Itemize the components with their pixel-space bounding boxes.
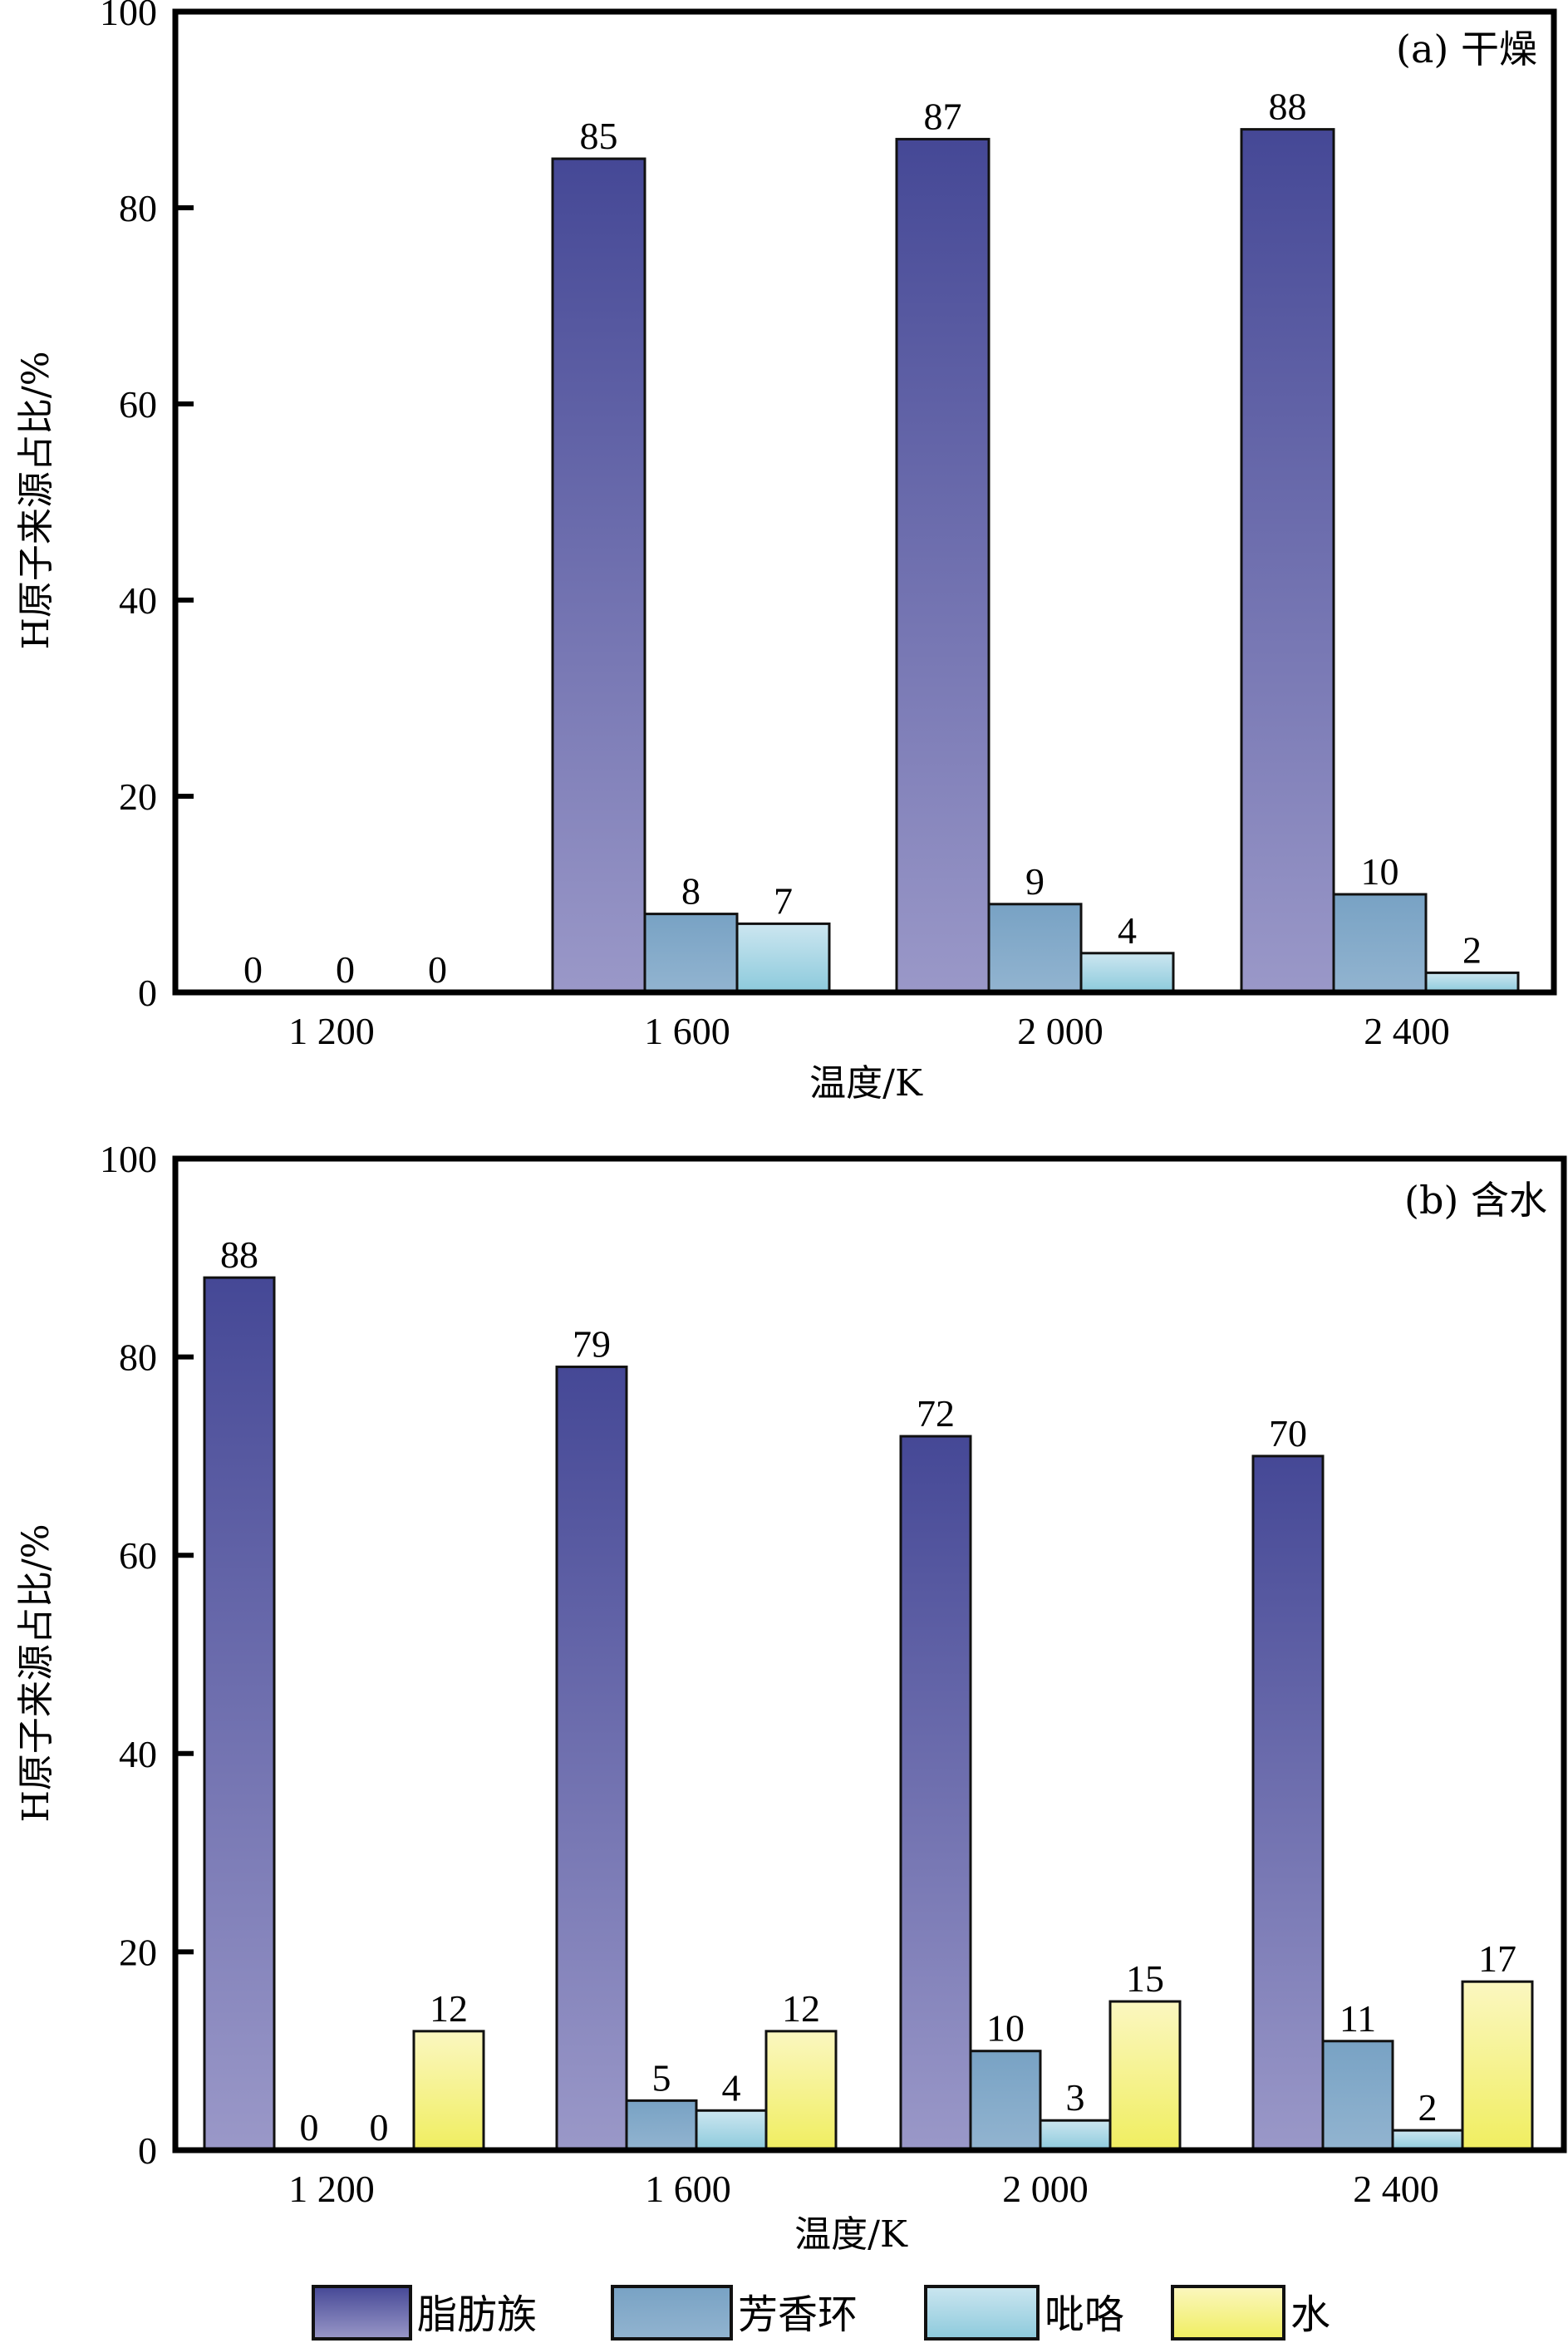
bar-b-series3-cat0 xyxy=(412,2030,485,2152)
data-label: 11 xyxy=(1339,1997,1376,2040)
legend-swatch xyxy=(1171,2285,1285,2341)
data-label: 17 xyxy=(1478,1937,1516,1980)
data-label: 2 xyxy=(1418,2086,1438,2129)
axes-frame xyxy=(172,8,1557,996)
data-label: 10 xyxy=(1361,850,1399,893)
data-label: 15 xyxy=(1126,1957,1164,2000)
y-axis-title: H原子来源占比/% xyxy=(15,1523,57,1822)
bar-a-series0-cat3 xyxy=(1240,128,1335,994)
x-tick-label: 1 200 xyxy=(288,1010,375,1052)
bar-b-series2-cat1 xyxy=(695,2109,768,2152)
bar-b-series2-cat3 xyxy=(1391,2129,1464,2152)
bar-a-series0-cat2 xyxy=(895,137,990,994)
data-label: 4 xyxy=(1118,909,1137,952)
x-tick-label: 2 000 xyxy=(1017,1010,1103,1052)
y-tick-label: 60 xyxy=(119,1534,157,1577)
bar-b-series2-cat2 xyxy=(1039,2119,1112,2152)
data-label: 0 xyxy=(336,948,355,991)
legend-swatch xyxy=(924,2285,1040,2341)
x-tick-label: 1 200 xyxy=(288,2168,375,2210)
bar-b-series3-cat2 xyxy=(1108,2000,1182,2152)
y-tick-label: 80 xyxy=(119,187,157,229)
x-axis-title: 温度/K xyxy=(809,1062,923,1105)
y-tick-label: 0 xyxy=(138,2129,157,2172)
y-tick-label: 20 xyxy=(119,1931,157,1973)
y-tick-label: 100 xyxy=(100,0,157,33)
data-label: 7 xyxy=(774,879,793,922)
data-label: 79 xyxy=(573,1323,611,1366)
x-tick-label: 2 400 xyxy=(1364,1010,1450,1052)
x-tick-label: 1 600 xyxy=(644,1010,730,1052)
bar-b-series0-cat3 xyxy=(1251,1455,1325,2152)
data-label: 8 xyxy=(681,870,700,913)
panel-b-water: 88 79 72 70 0 5 10 11 0 4 3 2 12 12 15 17 0 20 40 60 80 100 1 … xyxy=(15,1138,1567,2256)
legend-label: 吡咯 xyxy=(1045,2291,1124,2338)
y-tick-label: 40 xyxy=(119,1733,157,1775)
x-tick-label: 1 600 xyxy=(645,2168,731,2210)
bar-a-series2-cat1 xyxy=(735,922,831,994)
data-label: 70 xyxy=(1269,1412,1307,1455)
bar-a-series1-cat2 xyxy=(987,903,1083,994)
data-label: 12 xyxy=(782,1987,820,2030)
bar-a-series1-cat1 xyxy=(643,913,739,994)
bar-a-series2-cat3 xyxy=(1424,971,1520,994)
bar-b-series1-cat1 xyxy=(625,2099,698,2152)
y-axis-title: H原子来源占比/% xyxy=(15,351,57,649)
bar-a-series1-cat3 xyxy=(1332,893,1428,994)
bar-b-series3-cat3 xyxy=(1461,1980,1534,2152)
data-label: 88 xyxy=(1269,86,1307,128)
bar-b-series1-cat2 xyxy=(969,2050,1042,2152)
legend-swatch xyxy=(611,2285,733,2341)
data-label: 87 xyxy=(924,95,962,137)
data-label: 12 xyxy=(430,1987,468,2030)
data-label: 85 xyxy=(580,115,618,157)
data-label: 2 xyxy=(1462,928,1482,971)
legend: 脂肪族 芳香环 吡咯 水 xyxy=(312,2285,1330,2341)
y-tick-label: 40 xyxy=(119,579,157,622)
legend-label: 芳香环 xyxy=(738,2291,858,2338)
axes-frame xyxy=(172,1155,1567,2153)
x-tick-label: 2 000 xyxy=(1002,2168,1089,2210)
data-label: 4 xyxy=(722,2066,741,2109)
legend-swatch xyxy=(312,2285,412,2341)
data-label: 0 xyxy=(370,2106,389,2149)
data-label: 0 xyxy=(428,948,447,991)
bar-b-series0-cat1 xyxy=(555,1366,628,2152)
data-label: 0 xyxy=(300,2106,319,2149)
data-label: 5 xyxy=(652,2056,671,2099)
y-tick-label: 80 xyxy=(119,1336,157,1379)
bar-b-series0-cat2 xyxy=(899,1435,972,2152)
legend-label: 脂肪族 xyxy=(417,2291,537,2338)
data-label: 0 xyxy=(243,948,263,991)
x-axis-title: 温度/K xyxy=(794,2213,908,2256)
panel-title: (b) 含水 xyxy=(1404,1178,1547,1223)
y-tick-label: 20 xyxy=(119,775,157,818)
x-tick-label: 2 400 xyxy=(1353,2168,1439,2210)
y-tick-label: 60 xyxy=(119,383,157,426)
bar-b-series3-cat1 xyxy=(764,2030,838,2152)
panel-title: (a) 干燥 xyxy=(1396,27,1537,71)
data-label: 9 xyxy=(1025,860,1045,903)
bar-b-series1-cat3 xyxy=(1321,2040,1394,2152)
bar-a-series0-cat1 xyxy=(551,157,646,994)
bar-b-series0-cat0 xyxy=(203,1276,276,2152)
data-label: 72 xyxy=(917,1392,955,1435)
legend-label: 水 xyxy=(1290,2291,1330,2338)
data-label: 3 xyxy=(1066,2076,1085,2119)
data-label: 10 xyxy=(986,2007,1025,2050)
data-label: 88 xyxy=(220,1233,258,1276)
bar-a-series2-cat2 xyxy=(1079,952,1175,994)
y-tick-label: 100 xyxy=(100,1138,157,1180)
y-tick-label: 0 xyxy=(138,972,157,1014)
